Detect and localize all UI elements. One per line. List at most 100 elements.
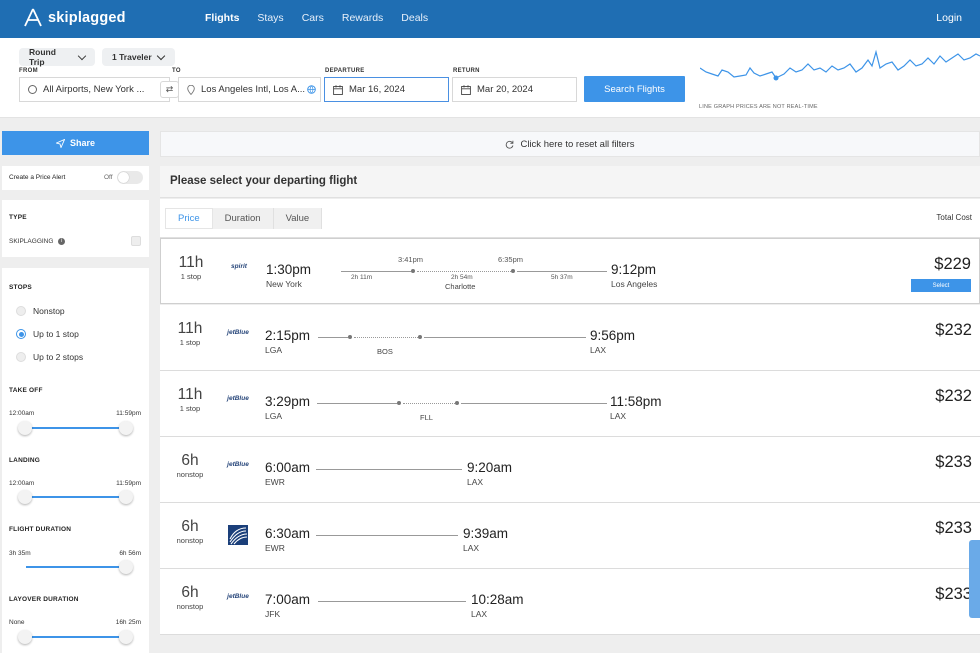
route-line: [316, 469, 462, 470]
layover-max: 16h 25m: [115, 619, 141, 626]
sort-tab-duration[interactable]: Duration: [212, 208, 274, 229]
arrival-time: 9:12pm: [611, 262, 657, 277]
price-sparkline: [700, 49, 980, 81]
sort-tab-price[interactable]: Price: [165, 208, 213, 229]
layover-city: Charlotte: [445, 282, 476, 291]
takeoff-slider-min-handle[interactable]: [18, 421, 32, 435]
spirit-logo: spirit: [231, 263, 247, 270]
total-cost-header: Total Cost: [936, 213, 972, 222]
arrival-time: 9:20am: [467, 460, 513, 475]
chevron-down-icon: [156, 51, 165, 60]
layover-slider-max-handle[interactable]: [119, 630, 133, 644]
stops-option-label: Up to 1 stop: [33, 329, 79, 339]
flight-row[interactable]: 11h 1 stop jetBlue 3:29pm LGA FLL 11:58p…: [160, 371, 980, 437]
landing-min: 12:00am: [9, 480, 35, 487]
flight-row[interactable]: 11h 1 stop spirit 1:30pm New York 2h 11m…: [160, 238, 980, 304]
swap-airports-button[interactable]: ⇄: [160, 81, 179, 98]
duration-value: 6h: [181, 584, 199, 601]
flight-price: $232: [935, 387, 972, 405]
jetblue-logo: jetBlue: [227, 593, 249, 600]
arrival-airport: LAX: [463, 543, 480, 553]
arrival-time: 11:58pm: [610, 394, 662, 409]
from-field[interactable]: All Airports, New York ...: [19, 77, 170, 102]
stops-option-nonstop[interactable]: Nonstop: [16, 306, 65, 316]
route-line: [316, 535, 458, 536]
search-bar: Round Trip 1 Traveler FROM TO DEPARTURE …: [0, 38, 980, 118]
reset-filters-button[interactable]: Click here to reset all filters: [160, 131, 980, 157]
trip-type-label: Round Trip: [29, 47, 56, 67]
flight-duration: 6h nonstop: [160, 518, 220, 546]
flight-row[interactable]: 11h 1 stop jetBlue 2:15pm LGA BOS 9:56pm…: [160, 305, 980, 371]
stops-count: 1 stop: [180, 272, 202, 281]
login-link[interactable]: Login: [936, 12, 962, 24]
nav-rewards[interactable]: Rewards: [341, 12, 384, 24]
swap-arrows-icon: ⇄: [165, 84, 174, 94]
flight-duration: 6h nonstop: [160, 584, 220, 612]
price-alert-toggle[interactable]: [117, 171, 143, 184]
duration-value: 6h: [181, 518, 199, 535]
send-icon: [55, 138, 65, 148]
trip-type-dropdown[interactable]: Round Trip: [19, 47, 95, 67]
type-filter-panel: TYPE SKIPLAGGING i: [2, 200, 149, 257]
nav-cars[interactable]: Cars: [301, 12, 324, 24]
nav-flights[interactable]: Flights: [205, 12, 240, 24]
layover-slider-min-handle[interactable]: [18, 630, 32, 644]
location-pin-icon: [187, 84, 195, 95]
departure-date-field[interactable]: Mar 16, 2024: [324, 77, 449, 102]
flight-row[interactable]: 6h nonstop 6:30am EWR 9:39am LAX $233: [160, 503, 980, 569]
arrival-airport: Los Angeles: [611, 279, 658, 289]
type-title: TYPE: [9, 214, 27, 221]
page-title: Please select your departing flight: [170, 175, 358, 187]
feedback-side-tab[interactable]: [969, 540, 980, 618]
sort-tab-value[interactable]: Value: [273, 208, 323, 229]
route-line: [517, 271, 607, 272]
flight-duration: 11h 1 stop: [160, 321, 220, 348]
stops-option-label: Nonstop: [33, 306, 65, 316]
flight-duration-title: FLIGHT DURATION: [9, 526, 72, 533]
stops-option-2-stops[interactable]: Up to 2 stops: [16, 352, 83, 362]
info-icon[interactable]: i: [58, 238, 65, 245]
travelers-dropdown[interactable]: 1 Traveler: [102, 48, 175, 66]
skiplagged-logo-icon: [24, 8, 42, 27]
landing-slider-min-handle[interactable]: [18, 490, 32, 504]
layover-departure-time: 6:35pm: [498, 255, 524, 264]
sort-bar: Price Duration Value Total Cost: [160, 199, 980, 238]
layover-duration-title: LAYOVER DURATION: [9, 596, 79, 603]
takeoff-slider-max-handle[interactable]: [119, 421, 133, 435]
route-line: [424, 337, 586, 338]
landing-max: 11:59pm: [116, 480, 141, 487]
return-label: RETURN: [453, 68, 480, 74]
nav-stays[interactable]: Stays: [257, 12, 284, 24]
route-line: [461, 403, 607, 404]
flight-duration: 11h 1 stop: [160, 387, 220, 414]
landing-title: LANDING: [9, 457, 41, 464]
calendar-icon: [333, 84, 343, 95]
logo[interactable]: skiplagged: [24, 8, 126, 27]
duration-slider-handle[interactable]: [119, 560, 133, 574]
stop-dot: [511, 269, 515, 273]
segment-duration: 2h 11m: [351, 274, 373, 281]
stops-count: nonstop: [176, 536, 204, 545]
share-button[interactable]: Share: [2, 131, 149, 155]
to-field[interactable]: Los Angeles Intl, Los A...: [178, 77, 321, 102]
arrival-airport: LAX: [467, 477, 484, 487]
jetblue-logo: jetBlue: [227, 461, 249, 468]
layover-slider-track: [26, 636, 127, 638]
stops-count: 1 stop: [179, 404, 201, 413]
stops-option-1-stop[interactable]: Up to 1 stop: [16, 329, 79, 339]
return-date-field[interactable]: Mar 20, 2024: [452, 77, 577, 102]
search-flights-button[interactable]: Search Flights: [584, 76, 685, 102]
flight-row[interactable]: 6h nonstop jetBlue 6:00am EWR 9:20am LAX…: [160, 437, 980, 503]
landing-slider-max-handle[interactable]: [119, 490, 133, 504]
skiplagging-checkbox[interactable]: [131, 236, 141, 246]
nav-deals[interactable]: Deals: [401, 12, 429, 24]
stop-dot: [411, 269, 415, 273]
reset-filters-label: Click here to reset all filters: [520, 138, 635, 150]
select-flight-button[interactable]: Select: [911, 279, 971, 292]
arrival-airport: LAX: [471, 609, 488, 619]
flight-duration: 11h 1 stop: [161, 254, 221, 282]
flight-row[interactable]: 6h nonstop jetBlue 7:00am JFK 10:28am LA…: [160, 569, 980, 635]
duration-value: 11h: [178, 254, 204, 271]
layover-min: None: [9, 619, 25, 626]
share-label: Share: [69, 138, 95, 148]
